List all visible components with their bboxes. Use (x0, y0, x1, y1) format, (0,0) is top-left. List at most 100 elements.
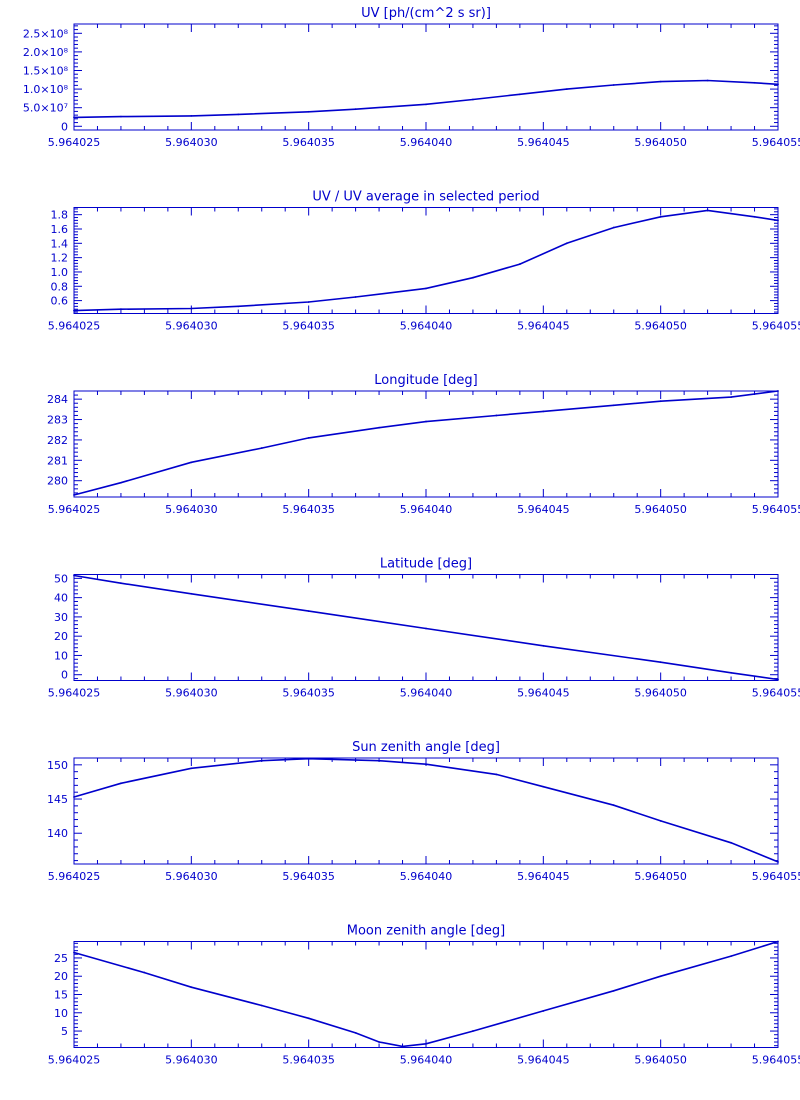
y-tick-label: 1.5×10⁸ (23, 64, 69, 77)
x-tick-label: 5.964030 (165, 320, 218, 333)
chart-panel-2: UV / UV average in selected period 5.9640… (48, 190, 800, 333)
data-point (378, 759, 380, 762)
chart-panel-1: UV [ph/(cm^2 s sr)] 5.964025 5.964030 5.964… (23, 6, 800, 149)
data-point (190, 592, 193, 595)
data-point (73, 309, 75, 312)
y-tick-label: 1.8 (51, 209, 69, 222)
x-tick-label: 5.964030 (165, 687, 218, 700)
y-tick-label: 1.2 (51, 252, 69, 265)
data-point (612, 404, 615, 407)
data-point (495, 773, 498, 776)
data-point (307, 301, 310, 303)
data-point (354, 108, 357, 111)
y-tick-label: 15 (54, 989, 68, 1002)
data-point (260, 447, 263, 449)
data-point (307, 757, 310, 760)
data-point (73, 494, 75, 496)
chart-panel-6: Moon zenith angle [deg] 5.964025 5.964030 5… (48, 924, 800, 1067)
chart-title: UV / UV average in selected period (312, 190, 539, 205)
plot-frame (73, 23, 779, 131)
y-tick-label: 140 (47, 827, 68, 840)
data-point (730, 955, 732, 958)
x-tick-label: 5.964045 (517, 136, 570, 149)
x-tick-label: 5.964030 (165, 870, 218, 883)
data-point (120, 481, 122, 484)
data-point (307, 110, 310, 113)
y-tick-label: 20 (54, 630, 68, 643)
data-point (730, 396, 732, 399)
y-tick-label: 0.8 (51, 280, 69, 293)
x-tick-label: 5.964025 (48, 136, 101, 149)
x-tick-label: 5.964025 (48, 503, 101, 516)
y-tick-label: 1.4 (51, 237, 69, 250)
x-tick-label: 5.964045 (517, 320, 570, 333)
data-point (659, 215, 662, 218)
data-point (260, 1004, 263, 1007)
data-point (706, 79, 709, 82)
data-point (495, 414, 498, 417)
plot-frame (73, 941, 779, 1048)
y-tick-label: 2.5×10⁸ (23, 27, 69, 40)
y-tick-label: 10 (54, 649, 68, 662)
plot-frame (73, 390, 779, 498)
data-point (143, 971, 146, 974)
y-tick-label: 280 (47, 475, 68, 488)
y-tick-label: 30 (54, 611, 68, 624)
x-tick-label: 5.964050 (634, 1054, 687, 1067)
plot-frame (73, 207, 779, 314)
x-tick-label: 5.964040 (400, 870, 453, 883)
y-tick-label: 1.0×10⁸ (23, 83, 69, 96)
x-tick-label: 5.964055 (752, 870, 800, 883)
x-tick-label: 5.964055 (752, 1054, 800, 1067)
data-point (565, 242, 568, 245)
data-point (73, 951, 75, 954)
data-point (260, 759, 263, 762)
x-tick-label: 5.964055 (752, 503, 800, 516)
x-tick-label: 5.964040 (400, 687, 453, 700)
data-point (190, 461, 193, 464)
data-point (753, 81, 756, 84)
data-point (706, 209, 709, 212)
data-point (612, 84, 615, 86)
data-point (659, 975, 662, 978)
series-line (73, 390, 779, 496)
chart-title: Moon zenith angle [deg] (347, 924, 505, 939)
data-point (472, 1030, 474, 1032)
series-line (73, 79, 779, 119)
data-point (425, 1042, 427, 1045)
x-tick-label: 5.964030 (165, 136, 218, 149)
data-point (659, 80, 662, 83)
y-tick-label: 0 (61, 120, 68, 133)
y-tick-label: 10 (54, 1007, 68, 1020)
data-point (425, 287, 427, 290)
data-point (730, 671, 732, 674)
series-line (73, 209, 779, 312)
x-tick-label: 5.964050 (634, 687, 687, 700)
x-tick-label: 5.964035 (282, 687, 335, 700)
x-tick-label: 5.964055 (752, 320, 800, 333)
data-point (659, 400, 662, 403)
y-tick-label: 0 (61, 669, 68, 682)
y-tick-label: 1.0 (51, 266, 69, 279)
data-point (425, 420, 427, 423)
x-tick-label: 5.964040 (400, 503, 453, 516)
data-point (518, 93, 521, 96)
data-point (378, 1041, 380, 1043)
y-tick-label: 20 (54, 970, 68, 983)
x-tick-label: 5.964035 (282, 503, 335, 516)
data-point (542, 785, 545, 788)
y-tick-label: 284 (47, 393, 68, 406)
x-tick-label: 5.964025 (48, 320, 101, 333)
x-tick-label: 5.964045 (517, 1054, 570, 1067)
y-tick-label: 145 (47, 793, 68, 806)
data-point (307, 610, 310, 613)
y-tick-label: 40 (54, 592, 68, 605)
data-point (307, 436, 310, 439)
data-point (565, 88, 568, 90)
x-tick-label: 5.964035 (282, 1054, 335, 1067)
chart-title: Sun zenith angle [deg] (352, 740, 500, 755)
x-tick-label: 5.964025 (48, 687, 101, 700)
chart-panel-4: Latitude [deg] 5.964025 5.964030 5.964035 5.… (48, 557, 800, 700)
data-point (542, 644, 545, 647)
data-point (518, 263, 521, 265)
